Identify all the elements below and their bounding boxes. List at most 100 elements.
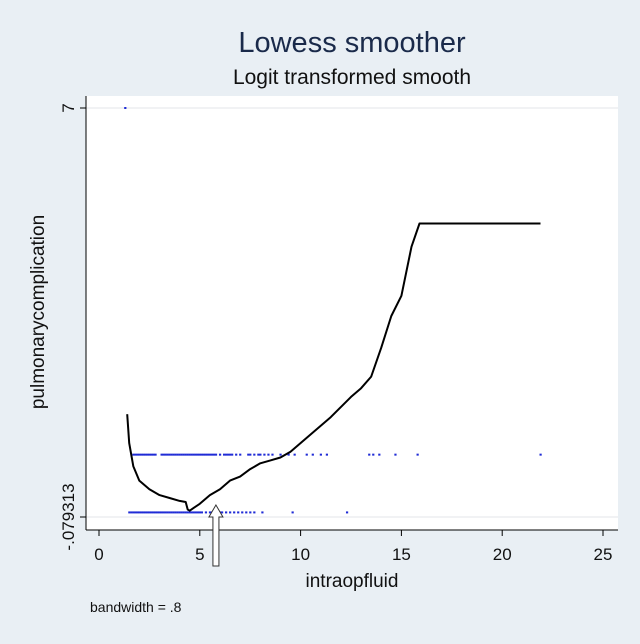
data-point bbox=[170, 453, 173, 456]
data-point bbox=[154, 511, 157, 514]
data-point bbox=[188, 511, 191, 514]
data-point bbox=[162, 453, 165, 456]
data-point bbox=[218, 453, 222, 456]
data-point bbox=[176, 453, 179, 456]
x-tick-label: 10 bbox=[291, 545, 310, 564]
data-point bbox=[372, 453, 375, 456]
data-point bbox=[148, 453, 151, 456]
x-axis-title: intraopfluid bbox=[306, 571, 399, 592]
data-point bbox=[225, 511, 228, 514]
data-point bbox=[233, 511, 236, 514]
data-point bbox=[198, 511, 201, 514]
data-point bbox=[325, 453, 329, 456]
data-point bbox=[172, 511, 175, 514]
data-point bbox=[194, 453, 197, 456]
data-point bbox=[210, 453, 214, 456]
data-point bbox=[368, 453, 371, 456]
data-point bbox=[166, 453, 169, 456]
data-point bbox=[311, 453, 314, 456]
arrow-annotation bbox=[208, 504, 224, 567]
axes: -.079313 7 0 5 10 15 20 25 bbox=[59, 96, 618, 564]
data-point bbox=[140, 511, 143, 514]
annotations bbox=[208, 504, 224, 567]
data-point bbox=[176, 511, 179, 514]
data-point bbox=[247, 453, 250, 456]
data-point bbox=[162, 511, 165, 514]
data-point bbox=[249, 511, 252, 514]
data-point bbox=[394, 453, 397, 456]
data-point bbox=[206, 453, 210, 456]
data-point bbox=[200, 453, 204, 456]
data-point bbox=[160, 453, 163, 456]
x-tick-label: 20 bbox=[493, 545, 512, 564]
data-point bbox=[192, 511, 195, 514]
x-tick-label: 15 bbox=[392, 545, 411, 564]
data-point bbox=[138, 453, 141, 456]
data-point bbox=[178, 453, 181, 456]
data-point bbox=[190, 453, 193, 456]
data-point bbox=[239, 453, 242, 456]
data-point bbox=[156, 511, 159, 514]
data-point bbox=[345, 511, 349, 514]
data-point bbox=[291, 511, 294, 514]
data-point bbox=[293, 453, 296, 456]
data-point bbox=[257, 453, 260, 456]
data-point bbox=[140, 453, 143, 456]
data-point bbox=[245, 511, 248, 514]
data-point bbox=[196, 511, 199, 514]
data-point bbox=[142, 511, 145, 514]
data-point bbox=[190, 511, 193, 514]
data-point bbox=[235, 453, 238, 456]
data-point bbox=[253, 511, 256, 514]
data-point bbox=[237, 511, 240, 514]
data-point bbox=[229, 453, 232, 456]
data-point bbox=[142, 453, 145, 456]
data-point bbox=[164, 511, 167, 514]
data-point bbox=[170, 511, 173, 514]
data-point bbox=[160, 511, 163, 514]
chart-subtitle: Logit transformed smooth bbox=[233, 66, 471, 89]
data-point bbox=[319, 453, 322, 456]
grid-lines bbox=[86, 107, 618, 518]
data-point bbox=[227, 453, 230, 456]
data-point bbox=[229, 511, 232, 514]
x-tick-label: 25 bbox=[594, 545, 613, 564]
data-point bbox=[222, 453, 226, 456]
data-point bbox=[150, 511, 153, 514]
data-point bbox=[134, 453, 137, 456]
data-point bbox=[225, 453, 228, 456]
data-point bbox=[263, 453, 266, 456]
data-point bbox=[184, 453, 187, 456]
data-point bbox=[208, 511, 212, 514]
data-point bbox=[198, 453, 201, 456]
y-axis-title: pulmonarycomplication bbox=[28, 215, 49, 409]
data-point bbox=[158, 511, 161, 514]
data-point bbox=[261, 511, 264, 514]
data-point bbox=[146, 511, 149, 514]
data-point bbox=[146, 453, 149, 456]
data-point bbox=[144, 453, 147, 456]
data-point bbox=[168, 511, 171, 514]
data-point bbox=[128, 511, 131, 514]
data-point bbox=[124, 107, 127, 109]
bandwidth-note: bandwidth = .8 bbox=[90, 599, 182, 615]
lowess-smooth-line bbox=[126, 222, 541, 512]
data-point bbox=[186, 511, 189, 514]
data-point bbox=[200, 511, 204, 514]
data-point bbox=[212, 453, 216, 456]
data-point bbox=[204, 511, 208, 514]
data-point bbox=[186, 453, 189, 456]
data-point bbox=[174, 511, 177, 514]
data-point bbox=[196, 453, 199, 456]
data-point bbox=[148, 511, 151, 514]
x-tick-label: 0 bbox=[94, 545, 103, 564]
data-point bbox=[132, 453, 135, 456]
data-point bbox=[249, 453, 252, 456]
data-point bbox=[267, 453, 270, 456]
data-point bbox=[136, 511, 139, 514]
data-point bbox=[271, 453, 274, 456]
scatter-points bbox=[124, 107, 542, 514]
data-point bbox=[138, 511, 141, 514]
data-point bbox=[194, 511, 197, 514]
data-point bbox=[259, 453, 262, 456]
